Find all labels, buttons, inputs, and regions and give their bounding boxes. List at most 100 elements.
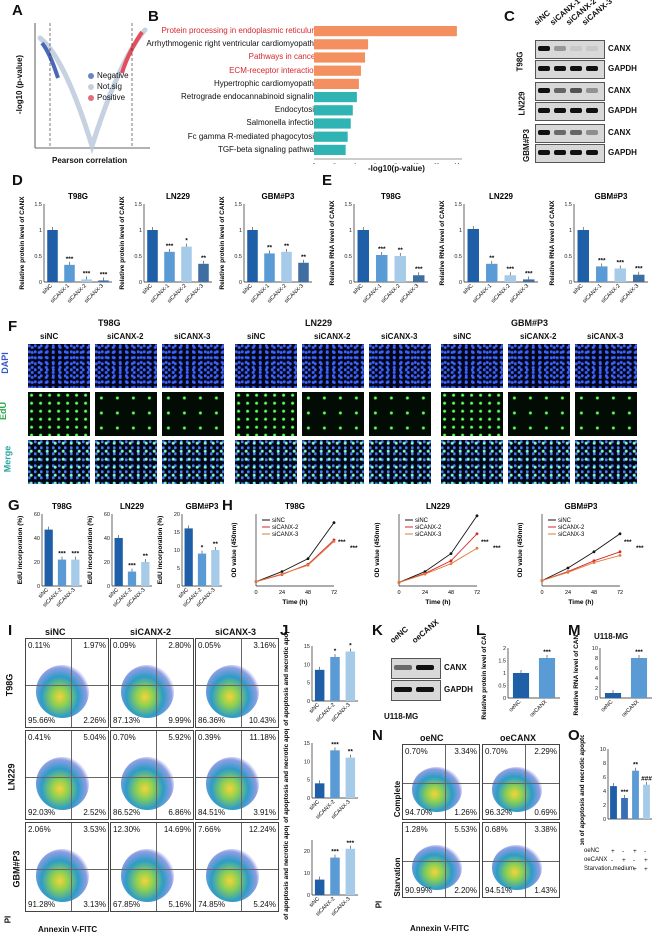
micro-image [162,440,224,484]
quadrant-q1: 2.06% [28,825,51,834]
x-tick-label: 0 [254,590,257,596]
flow-i-xlabel: Annexin V-FITC [38,925,98,934]
category-label: oeCANX [621,699,641,719]
bar [184,528,193,586]
significance-label: *** [83,270,91,277]
blot-band [570,150,582,155]
gate-line-h [111,776,193,778]
bar [198,263,209,282]
gate-line-h [111,684,193,686]
quadrant-q1: 0.39% [198,733,221,742]
y-tick-label: 0 [39,280,42,286]
panel-letter-k: K [372,622,383,639]
bar [621,798,628,819]
flow-n-ylabel: PI [374,900,384,909]
x-tick-label: 72 [474,590,480,596]
quadrant-q1: 12.30% [113,825,141,834]
blot-band [394,687,412,692]
blot-band [554,130,566,135]
quadrant-q4: 87.13% [113,716,141,725]
y-tick-label: 5 [307,778,310,784]
y-tick-label: 0.5 [34,254,42,260]
y-axis-label: EdU incorporation (%) [17,516,24,585]
y-tick-label: 1.5 [344,202,352,208]
gate-line-v [241,639,243,727]
bar [633,274,645,282]
category-label: siCANX-2 [380,283,401,304]
blot-band [586,88,598,93]
y-axis-label: OD value (450nm) [374,523,381,578]
y-tick-label: 10 [304,759,310,765]
kegg-bar [314,52,366,63]
gate-line-v [156,731,158,819]
gate-line-h [483,783,559,785]
significance-label: *** [621,789,629,796]
bar [504,275,516,282]
blot-protein-label: CANX [608,86,631,95]
y-tick-label: 1 [139,228,142,234]
quadrant-q1: 0.70% [405,747,428,756]
y-axis-label: Proportion of apoptosis and necrotic apo… [283,826,290,921]
y-axis-label: OD value (450nm) [231,523,238,578]
y-tick-label: 1 [39,228,42,234]
category-label: siCANX-1 [472,283,493,304]
y-tick-label: 1 [349,228,352,234]
panel-letter-l: L [476,622,486,639]
flow-n-xlabel: Annexin V-FITC [410,924,470,933]
significance-label: *** [128,563,136,570]
significance-label: *** [525,270,533,277]
kegg-term-label: Retrograde endocannabinoid signaling [181,92,318,101]
y-tick-label: 15 [304,741,310,747]
significance-label: *** [350,545,358,552]
micro-cell-title: T98G [98,318,121,328]
condition-sign: + [644,857,648,864]
quadrant-q2: 1.97% [83,641,106,650]
significance-label: * [185,238,188,245]
quadrant-q2: 3.16% [253,641,276,650]
blot-cell-label: LN229 [517,91,527,116]
line-chart: GBM#P3 OD value (450nm) Time (h) 0 24 48 72 siN… [517,502,644,606]
y-tick-label: 1 [569,228,572,234]
legend-label: siNC [272,518,286,524]
micro-image [28,392,90,436]
blot-strip [535,40,605,59]
y-tick-label: 0.5 [344,254,352,260]
y-tick-label: 0 [459,280,462,286]
x-axis-label: Time (h) [282,599,307,606]
flow-cell-label: LN229 [6,763,17,791]
flow-density-cloud [412,767,462,812]
series-point [618,532,622,536]
condition-row-label: oeCANX [584,857,608,863]
y-tick-label: 2 [603,803,606,809]
gate-line-v [524,823,526,897]
significance-label: *** [543,649,551,656]
category-label: siNC [308,702,321,715]
condition-row-label: oeNC [584,848,600,854]
bar [376,254,388,282]
chart-title: GBM#P3 [595,192,628,201]
blot-band [554,88,566,93]
kegg-bar [314,105,353,116]
micro-cond-label: siCANX-2 [314,332,351,341]
significance-label: ** [489,255,495,262]
kegg-x-tick: 0 [313,162,316,164]
y-tick-label: 1.5 [234,202,242,208]
gate-line-h [196,776,278,778]
micro-image [441,440,503,484]
blot-band [570,46,582,51]
kegg-bar [314,39,369,50]
x-tick-label: 24 [422,590,428,596]
quadrant-q1: 7.66% [198,825,221,834]
y-axis-label: EdU incorporation (%) [87,516,94,585]
legend-negative: Negative [97,71,129,80]
quadrant-q1: 0.70% [485,747,508,756]
chart-title: U118-MG [594,632,629,641]
micro-image [95,392,157,436]
flow-plot: 0.11% 1.97% 95.66% 2.26% [25,638,109,728]
category-label: siNC [352,283,365,296]
micro-image [162,392,224,436]
panel-letter-d: D [12,172,23,189]
volcano-plot [34,23,150,155]
gate-line-h [196,868,278,870]
